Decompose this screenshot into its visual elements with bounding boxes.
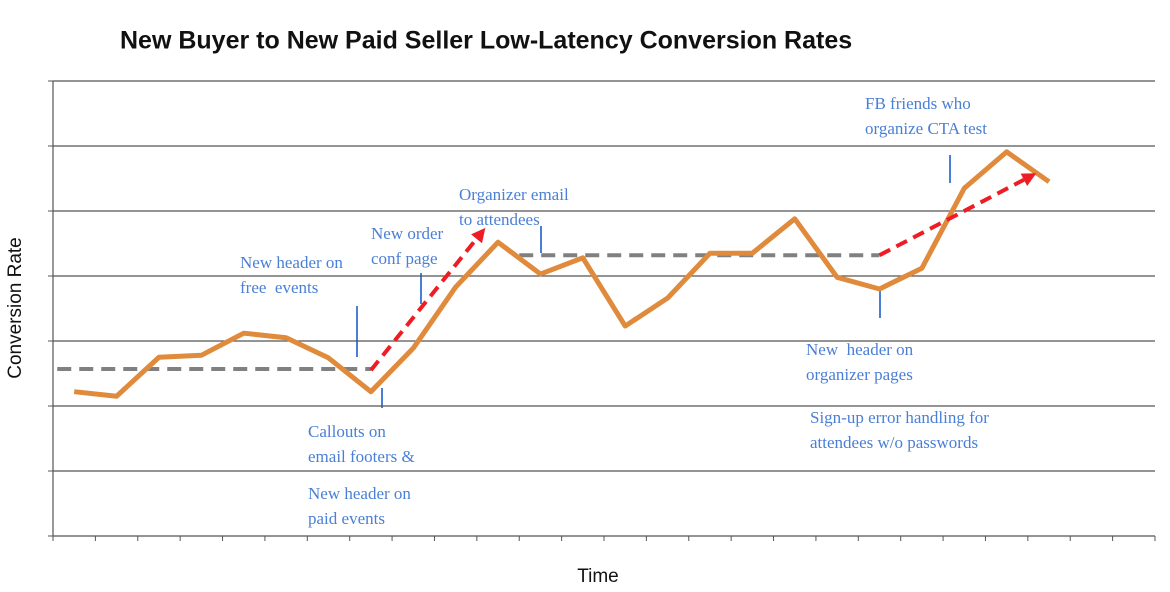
- annotation: Organizer email: [459, 185, 569, 204]
- annotation: New header on: [806, 340, 914, 359]
- annotation: attendees w/o passwords: [810, 433, 978, 452]
- annotation: email footers &: [308, 447, 415, 466]
- chart-title: New Buyer to New Paid Seller Low-Latency…: [120, 27, 852, 55]
- trend-arrow: [369, 237, 479, 372]
- arrow-head: [471, 227, 486, 244]
- annotation: organizer pages: [806, 365, 913, 384]
- annotation-markers: [356, 155, 951, 408]
- annotation: paid events: [308, 509, 385, 528]
- annotation: free events: [240, 278, 318, 297]
- y-axis-label: Conversion Rate: [5, 237, 26, 379]
- annotation: New order: [371, 224, 444, 243]
- x-axis-label: Time: [577, 566, 619, 587]
- trend-arrow: [878, 178, 1025, 257]
- annotation: to attendees: [459, 210, 540, 229]
- line: [73, 149, 1051, 399]
- annotation: conf page: [371, 249, 438, 268]
- annotation: Callouts on: [308, 422, 386, 441]
- annotation: organize CTA test: [865, 119, 987, 138]
- arrow-head: [1020, 173, 1037, 186]
- annotation: New header on: [240, 253, 343, 272]
- annotation: FB friends who: [865, 94, 971, 113]
- annotation: New header on: [308, 484, 411, 503]
- annotation: Sign-up error handling for: [810, 408, 989, 427]
